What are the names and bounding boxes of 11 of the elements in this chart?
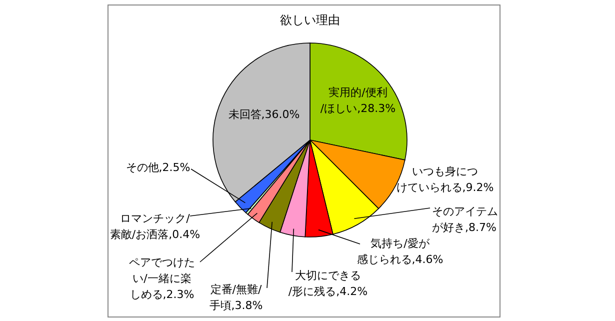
slice-label: ペアでつけたい/一緒に楽しめる,2.3% — [129, 256, 195, 301]
chart-title: 欲しい理由 — [280, 13, 340, 27]
slice-label: 気持ち/愛が感じられる,4.6% — [356, 237, 444, 266]
slice-label: ロマンチック/素敵/お洒落,0.4% — [110, 212, 200, 241]
slice-label: そのアイテムが好き,8.7% — [432, 205, 498, 234]
slice-label: その他,2.5% — [126, 161, 190, 174]
slice-label: 定番/無難/手頃,3.8% — [209, 283, 263, 312]
slice-label: 未回答,36.0% — [228, 108, 300, 121]
slice-label: いつも身につけていられる,9.2% — [396, 165, 494, 194]
slice-label: 実用的/便利/ほしい,28.3% — [320, 86, 396, 115]
slice-label: 大切にできる/形に残る,4.2% — [288, 269, 368, 298]
